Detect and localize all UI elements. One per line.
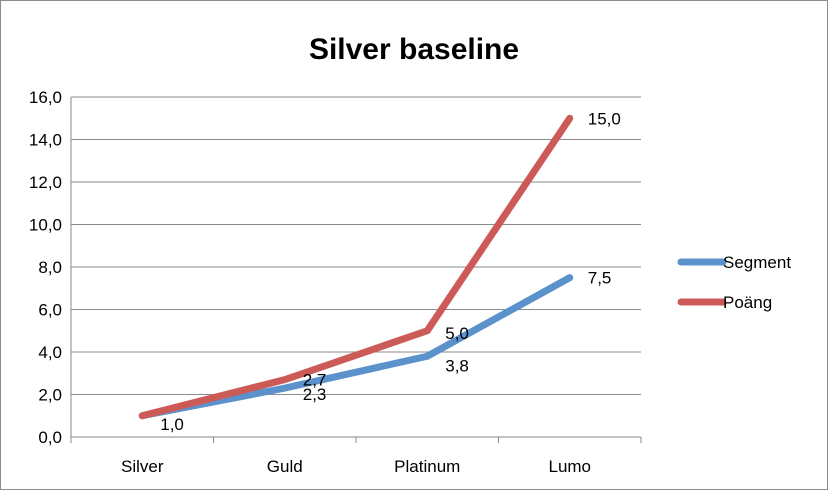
legend-label-segment: Segment [723, 253, 791, 272]
data-label: 3,8 [445, 356, 469, 375]
y-tick-label: 10,0 [29, 216, 62, 235]
grid-lines [70, 96, 642, 443]
x-tick-label: Guld [267, 457, 303, 476]
y-tick-label: 2,0 [38, 386, 62, 405]
data-label: 2,3 [303, 385, 327, 404]
y-tick-label: 6,0 [38, 301, 62, 320]
legend: Segment Poäng [677, 253, 791, 312]
y-tick-label: 4,0 [38, 343, 62, 362]
data-label: 2,7 [303, 371, 327, 390]
chart-title: Silver baseline [309, 33, 519, 66]
x-tick-label: Lumo [548, 457, 591, 476]
x-tick-label: Platinum [394, 457, 460, 476]
series-lines [138, 114, 574, 420]
series-line-poäng [138, 114, 574, 420]
y-tick-label: 12,0 [29, 173, 62, 192]
series-line-segment [138, 274, 574, 420]
y-tick-label: 0,0 [38, 428, 62, 447]
y-tick-label: 14,0 [29, 131, 62, 150]
y-tick-label: 8,0 [38, 258, 62, 277]
data-label: 1,0 [160, 415, 184, 434]
x-axis-ticks: Silver Guld Platinum Lumo [121, 457, 591, 476]
y-tick-label: 16,0 [29, 88, 62, 107]
x-tick-label: Silver [121, 457, 164, 476]
legend-label-poäng: Poäng [723, 293, 772, 312]
data-label: 7,5 [588, 269, 612, 288]
data-label: 15,0 [588, 109, 621, 128]
y-axis-ticks: 0,0 2,0 4,0 6,0 8,0 10,0 12,0 14,0 16,0 [29, 88, 62, 447]
data-labels: 2,3 3,8 7,5 1,0 2,7 5,0 15,0 [160, 109, 621, 434]
data-label: 5,0 [445, 324, 469, 343]
